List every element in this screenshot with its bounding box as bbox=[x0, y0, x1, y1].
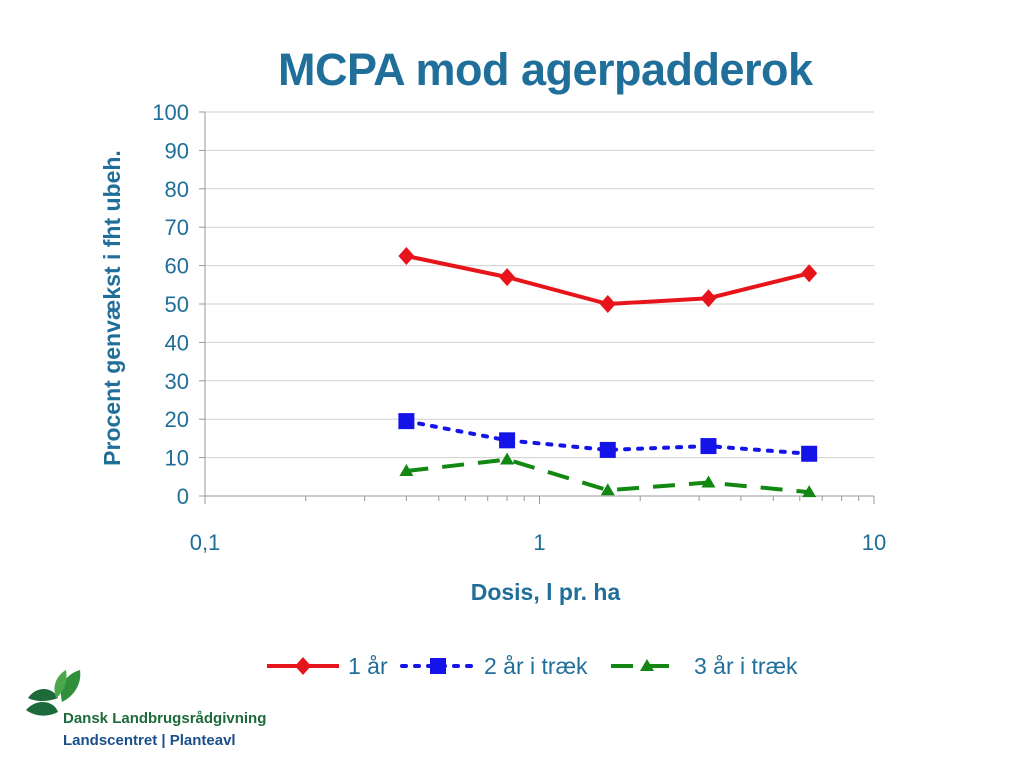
legend-swatch-marker bbox=[430, 658, 446, 674]
series-3 bbox=[399, 452, 817, 498]
data-point bbox=[499, 268, 516, 287]
legend-label: 3 år i træk bbox=[694, 653, 798, 679]
data-point bbox=[500, 452, 515, 465]
legend-label: 1 år bbox=[348, 653, 388, 679]
data-point bbox=[599, 295, 616, 313]
x-tick-label: 10 bbox=[862, 530, 886, 555]
data-point bbox=[700, 438, 717, 455]
logo-line1-a: Dansk Landbrugs bbox=[63, 710, 190, 727]
data-point bbox=[701, 475, 716, 488]
y-tick-label: 40 bbox=[165, 330, 189, 355]
series-line bbox=[404, 419, 812, 456]
legend-swatch-marker bbox=[295, 657, 311, 675]
y-tick-label: 20 bbox=[165, 407, 189, 432]
series-group bbox=[398, 247, 818, 498]
legend-label: 2 år i træk bbox=[484, 653, 588, 679]
legend-item: 1 år bbox=[267, 653, 388, 679]
x-tick-label: 1 bbox=[533, 530, 545, 555]
y-tick-label: 70 bbox=[165, 215, 189, 240]
data-point bbox=[398, 413, 415, 430]
data-point bbox=[399, 464, 414, 477]
data-point bbox=[600, 483, 615, 496]
data-point bbox=[599, 441, 616, 458]
grid-lines bbox=[205, 111, 874, 459]
series-2 bbox=[398, 413, 818, 462]
legend-item: 3 år i træk bbox=[611, 653, 798, 679]
series-line bbox=[406, 457, 810, 495]
logo-line2: Landscentret | Planteavl bbox=[63, 732, 236, 749]
logo-text: Dansk Landbrugsrådgivning Landscentret |… bbox=[63, 708, 266, 752]
legend: 1 år 2 år i træk 3 år i træk bbox=[267, 653, 798, 679]
y-tick-labels: 0 10 20 30 40 50 60 70 80 90 100 bbox=[152, 100, 189, 509]
legend-item: 2 år i træk bbox=[400, 653, 588, 679]
y-tick-label: 90 bbox=[165, 138, 189, 163]
logo-line1-b: rådgivning bbox=[189, 710, 267, 727]
data-point bbox=[802, 485, 817, 498]
data-point bbox=[700, 289, 717, 308]
y-tick-label: 80 bbox=[165, 177, 189, 202]
series-1 bbox=[398, 247, 818, 313]
y-axis-title: Procent genvækst i fht ubeh. bbox=[99, 150, 125, 466]
chart-title: MCPA mod agerpadderok bbox=[278, 44, 813, 95]
y-tick-label: 10 bbox=[165, 446, 189, 471]
x-axis-title: Dosis, l pr. ha bbox=[471, 579, 621, 605]
leaf-logo-icon bbox=[26, 670, 81, 716]
y-tick-label: 100 bbox=[152, 100, 189, 125]
y-tick-label: 60 bbox=[165, 254, 189, 279]
y-tick-label: 0 bbox=[177, 484, 189, 509]
y-tick-label: 50 bbox=[165, 292, 189, 317]
data-point bbox=[499, 432, 516, 449]
y-tick-label: 30 bbox=[165, 369, 189, 394]
data-point bbox=[801, 264, 818, 283]
x-tick-labels: 0,1 1 10 bbox=[190, 530, 887, 555]
x-tick-label: 0,1 bbox=[190, 530, 221, 555]
axes bbox=[199, 111, 875, 504]
data-point bbox=[801, 445, 818, 462]
data-point bbox=[398, 247, 415, 265]
legend-swatch-marker bbox=[640, 659, 654, 671]
